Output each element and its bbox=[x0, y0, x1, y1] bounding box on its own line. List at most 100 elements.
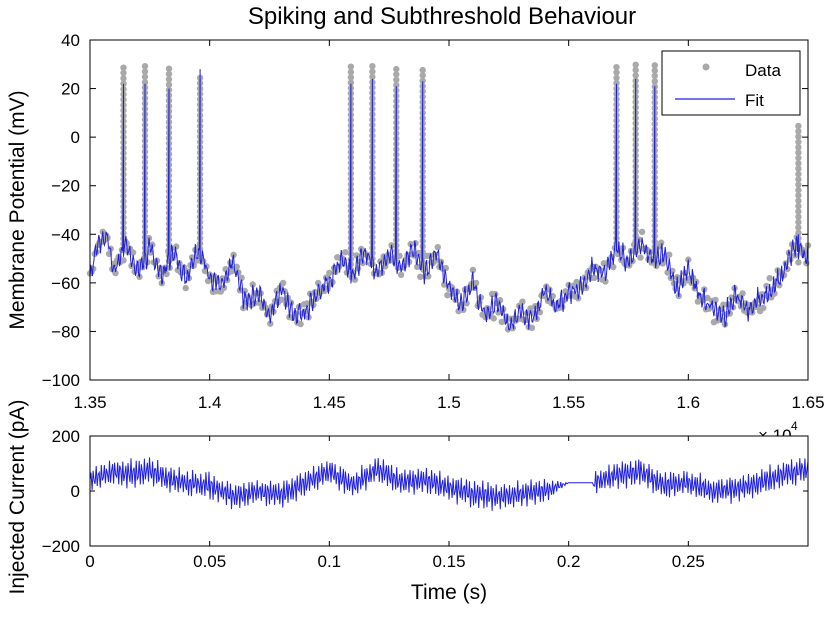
data-point bbox=[351, 276, 359, 283]
spike-data-point bbox=[165, 81, 173, 88]
data-point bbox=[638, 228, 646, 235]
bottom-y-axis-label: Injected Current (pA) bbox=[6, 400, 29, 595]
data-point bbox=[434, 244, 441, 251]
data-point bbox=[417, 273, 424, 280]
bottom-x-tick-label: 0.15 bbox=[432, 552, 465, 571]
spike-data-point bbox=[795, 192, 802, 199]
data-point bbox=[472, 279, 480, 287]
data-point bbox=[795, 259, 802, 266]
spike-data-point bbox=[632, 72, 639, 79]
top-y-axis-label: Membrane Potential (mV) bbox=[6, 90, 29, 329]
spike-data-point bbox=[795, 224, 802, 231]
top-x-tick-label: 1.45 bbox=[313, 393, 346, 412]
data-point bbox=[255, 299, 263, 306]
data-point bbox=[536, 309, 544, 316]
data-point bbox=[397, 271, 405, 278]
spike-data-point bbox=[141, 79, 149, 86]
data-point bbox=[664, 269, 671, 276]
spike-data-point bbox=[651, 78, 658, 85]
data-point bbox=[528, 324, 536, 331]
data-point bbox=[112, 269, 119, 277]
legend-fit-label: Fit bbox=[745, 91, 764, 110]
spike-data-point bbox=[795, 186, 802, 194]
data-point bbox=[527, 305, 534, 312]
legend-data-label: Data bbox=[745, 61, 781, 80]
bottom-x-tick-label: 0.1 bbox=[318, 552, 342, 571]
data-point bbox=[129, 249, 137, 256]
spike-data-point bbox=[795, 218, 802, 226]
bottom-y-axis: 200 0 −200 bbox=[42, 427, 808, 556]
data-point bbox=[801, 247, 808, 254]
data-point bbox=[120, 257, 127, 264]
data-point bbox=[776, 282, 783, 289]
current-series bbox=[89, 457, 809, 511]
data-point bbox=[496, 297, 504, 304]
data-point bbox=[425, 273, 432, 280]
spike-data-point bbox=[795, 165, 802, 172]
bottom-x-tick-label: 0.05 bbox=[193, 552, 226, 571]
legend: Data Fit bbox=[661, 50, 801, 116]
spike-data-point bbox=[347, 74, 355, 81]
top-y-tick-label: 0 bbox=[71, 128, 80, 147]
spike-data-point bbox=[613, 80, 620, 87]
spike-data-point bbox=[165, 70, 173, 78]
data-point bbox=[303, 300, 311, 307]
data-point bbox=[763, 282, 770, 290]
spike-data-point bbox=[369, 73, 376, 81]
spike-data-point bbox=[651, 62, 658, 69]
data-point bbox=[519, 298, 526, 305]
spike-data-point bbox=[393, 71, 400, 78]
fit-series bbox=[89, 69, 809, 331]
spike-data-point bbox=[120, 75, 127, 82]
top-x-axis: 1.35 1.4 1.45 1.5 1.55 1.6 1.65 bbox=[73, 40, 825, 412]
spike-data-point bbox=[369, 62, 376, 70]
spike-data-point bbox=[795, 149, 802, 156]
spike-data-point bbox=[613, 74, 620, 82]
spike-data-point bbox=[393, 76, 400, 84]
data-point bbox=[591, 274, 598, 282]
top-y-tick-label: −40 bbox=[51, 225, 80, 244]
data-point bbox=[728, 294, 735, 301]
data-point bbox=[739, 290, 746, 297]
spike-data-point bbox=[393, 82, 400, 89]
data-point bbox=[469, 266, 477, 274]
spike-data-point bbox=[141, 68, 149, 75]
data-point bbox=[278, 296, 285, 303]
data-point bbox=[463, 300, 470, 307]
bottom-x-axis: 0 0.05 0.1 0.15 0.2 0.25 bbox=[85, 436, 705, 571]
data-point bbox=[211, 273, 218, 280]
spike-data-point bbox=[419, 66, 426, 74]
spike-data-point bbox=[632, 61, 639, 68]
data-point bbox=[182, 284, 189, 292]
spike-data-point bbox=[632, 66, 639, 74]
data-point bbox=[720, 301, 727, 308]
data-point bbox=[455, 307, 462, 315]
data-point bbox=[666, 251, 673, 258]
data-point bbox=[610, 263, 617, 271]
top-y-tick-label: −20 bbox=[51, 177, 80, 196]
spike-data-point bbox=[795, 144, 802, 151]
top-y-tick-label: 40 bbox=[61, 31, 80, 50]
data-point bbox=[766, 275, 773, 282]
top-y-tick-label: 20 bbox=[61, 80, 80, 99]
data-point bbox=[219, 275, 226, 282]
bottom-x-axis-label: Time (s) bbox=[411, 581, 487, 604]
spike-data-point bbox=[795, 138, 802, 146]
data-point bbox=[279, 279, 287, 287]
spike-data-point bbox=[795, 208, 802, 215]
spike-data-point bbox=[141, 255, 149, 262]
top-x-tick-label: 1.35 bbox=[73, 393, 106, 412]
data-point bbox=[444, 292, 451, 299]
spike-data-point bbox=[795, 128, 802, 135]
data-point bbox=[704, 294, 711, 302]
spike-data-point bbox=[651, 67, 658, 74]
spike-data-point bbox=[347, 63, 355, 70]
spike-data-point bbox=[795, 197, 802, 204]
data-point bbox=[267, 320, 274, 327]
data-point bbox=[353, 252, 360, 259]
top-x-tick-label: 1.65 bbox=[791, 393, 824, 412]
data-point bbox=[694, 298, 702, 305]
bottom-x-tick-label: 0.25 bbox=[672, 552, 705, 571]
spike-data-point bbox=[795, 170, 802, 178]
